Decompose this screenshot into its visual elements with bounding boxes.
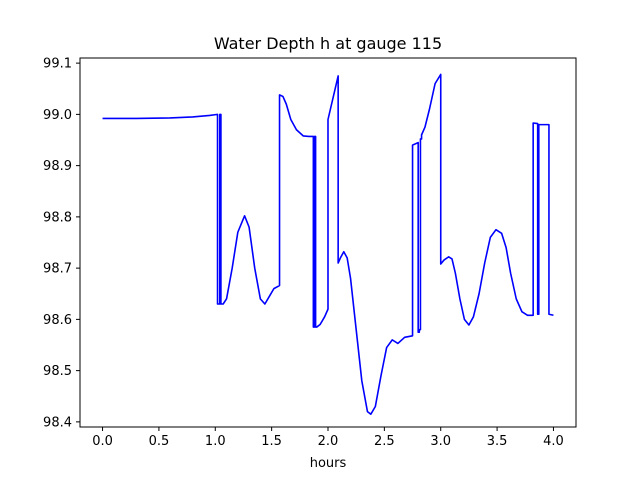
x-axis-label: hours xyxy=(310,456,347,471)
y-tick-label: 99.0 xyxy=(43,108,72,123)
x-tick-label: 1.5 xyxy=(261,434,282,449)
y-tick-label: 98.9 xyxy=(43,159,72,174)
y-tick-label: 98.6 xyxy=(43,313,72,328)
x-tick-label: 0.5 xyxy=(149,434,170,449)
x-tick-label: 4.0 xyxy=(543,434,564,449)
y-tick-label: 99.1 xyxy=(43,57,72,72)
y-tick-label: 98.4 xyxy=(43,415,72,430)
x-tick-label: 3.0 xyxy=(430,434,451,449)
y-tick-label: 98.7 xyxy=(43,262,72,277)
x-tick-label: 0.0 xyxy=(92,434,113,449)
axes: 0.0 0.5 1.0 1.5 2.0 2.5 3.0 3.5 4.0 98.4 98.5 98.6 9… xyxy=(43,57,577,449)
x-tick-label: 1.0 xyxy=(205,434,226,449)
plot-area xyxy=(102,73,554,415)
x-tick-label: 2.5 xyxy=(374,434,395,449)
series-line-0 xyxy=(102,73,554,415)
x-tick-label: 3.5 xyxy=(487,434,508,449)
y-tick-label: 98.5 xyxy=(43,364,72,379)
chart-title: Water Depth h at gauge 115 xyxy=(214,34,442,53)
y-tick-label: 98.8 xyxy=(43,210,72,225)
x-tick-label: 2.0 xyxy=(318,434,339,449)
